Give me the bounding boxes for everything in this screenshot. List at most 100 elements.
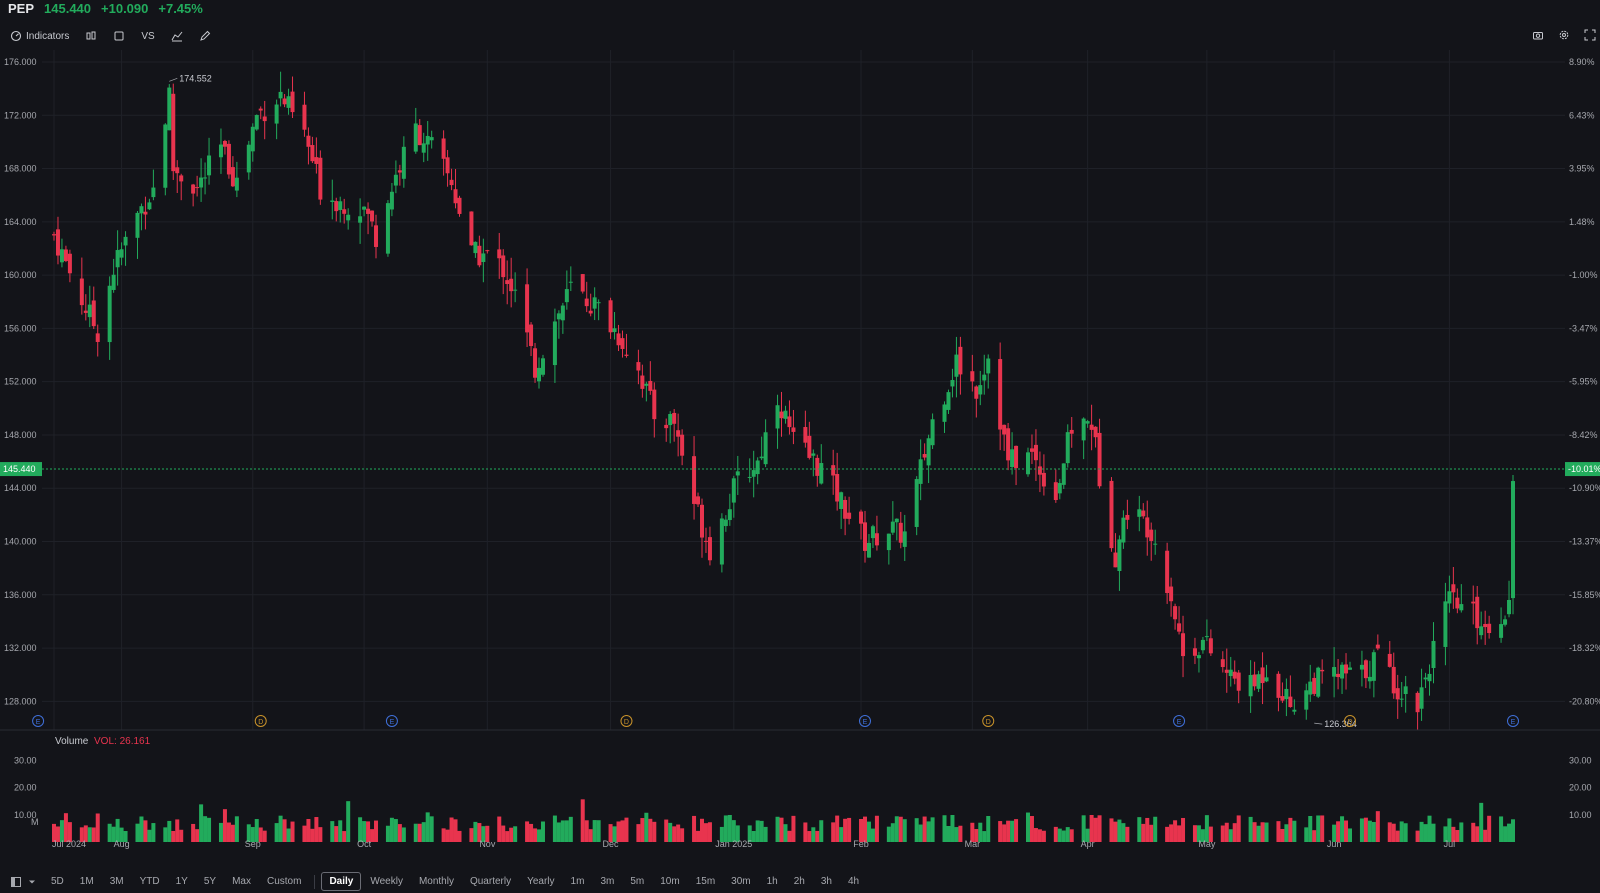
volume-bar — [839, 827, 844, 842]
volume-bar — [1137, 817, 1142, 842]
candle-body — [143, 211, 148, 215]
candle-body — [747, 476, 752, 478]
range-button-1y[interactable]: 1Y — [175, 876, 188, 887]
interval-button-daily[interactable]: Daily — [321, 872, 362, 891]
drawing-button[interactable] — [193, 28, 217, 44]
range-button-3m[interactable]: 3M — [109, 876, 124, 887]
volume-bar — [234, 816, 239, 842]
candle-body — [234, 177, 239, 191]
high-marker: 174.552 — [179, 73, 212, 83]
range-button-max[interactable]: Max — [232, 876, 251, 887]
chart-style-button[interactable] — [165, 28, 189, 44]
candle-body — [735, 471, 740, 476]
volume-bar — [958, 825, 963, 842]
interval-button-weekly[interactable]: Weekly — [370, 876, 403, 887]
interval-button-10m[interactable]: 10m — [660, 876, 680, 887]
volume-bar — [167, 820, 172, 842]
candle-body — [787, 416, 792, 428]
candle-body — [807, 435, 812, 458]
candle-body — [421, 143, 426, 153]
settings-button[interactable] — [1554, 27, 1574, 43]
chart-type-button[interactable] — [79, 28, 103, 44]
event-marker-e — [385, 715, 398, 727]
screenshot-button[interactable] — [1528, 27, 1548, 43]
fullscreen-button[interactable] — [1580, 27, 1600, 43]
candle-body — [1423, 677, 1428, 680]
volume-bar — [1069, 829, 1074, 842]
interval-button-5m[interactable]: 5m — [630, 876, 645, 887]
volume-bar — [870, 828, 875, 842]
candle-body — [1033, 444, 1038, 461]
volume-bar — [1025, 812, 1030, 842]
event-marker-label: E — [390, 719, 395, 726]
volume-bar — [1363, 817, 1368, 842]
candle-body — [1169, 586, 1174, 602]
volume-bar — [135, 823, 140, 842]
volume-bar — [191, 823, 196, 842]
interval-button-monthly[interactable]: Monthly — [418, 876, 454, 887]
candle-body — [1149, 529, 1154, 541]
price-tick-label: 128.000 — [4, 696, 37, 706]
range-button-5y[interactable]: 5Y — [203, 876, 217, 887]
interval-button-2h[interactable]: 2h — [793, 876, 805, 887]
candle-body — [151, 187, 156, 198]
interval-button-quarterly[interactable]: Quarterly — [469, 876, 512, 887]
range-button-1m[interactable]: 1M — [79, 876, 94, 887]
candle-body — [1125, 514, 1130, 520]
volume-tick-label: M — [31, 817, 39, 827]
candle-body — [1224, 669, 1229, 673]
candle-body — [1399, 698, 1404, 700]
volume-bar — [898, 816, 903, 842]
interval-button-3h[interactable]: 3h — [820, 876, 832, 887]
interval-button-15m[interactable]: 15m — [695, 876, 716, 887]
candle-body — [1332, 667, 1337, 677]
candle-body — [1427, 673, 1432, 682]
volume-bar — [950, 815, 955, 842]
annotation-leader — [169, 77, 178, 82]
interval-button-1h[interactable]: 1h — [766, 876, 778, 887]
volume-bar — [1332, 824, 1337, 842]
interval-button-4h[interactable]: 4h — [847, 876, 860, 887]
layout-menu[interactable] — [0, 876, 44, 888]
candle-body — [290, 91, 295, 113]
pct-tick-label: -3.47% — [1569, 323, 1598, 333]
volume-bar — [1371, 822, 1376, 842]
interval-button-3m[interactable]: 3m — [600, 876, 615, 887]
interval-button-30m[interactable]: 30m — [731, 876, 751, 887]
candle-body — [612, 328, 617, 333]
candle-body — [1010, 449, 1015, 468]
volume-bar — [692, 815, 697, 842]
square-icon — [114, 31, 124, 41]
compare-button[interactable]: VS — [135, 29, 160, 44]
pct-tick-label: -10.90% — [1569, 483, 1600, 493]
indicators-button[interactable]: Indicators — [4, 28, 75, 44]
volume-bar — [139, 816, 144, 842]
range-button-5d[interactable]: 5D — [51, 876, 64, 887]
range-button-ytd[interactable]: YTD — [139, 876, 160, 887]
candle-body — [199, 177, 204, 188]
candle-body — [624, 354, 629, 356]
interval-button-yearly[interactable]: Yearly — [527, 876, 555, 887]
volume-bar — [1041, 830, 1046, 842]
range-button-custom[interactable]: Custom — [266, 876, 302, 887]
interval-button-1m[interactable]: 1m — [570, 876, 585, 887]
volume-bar — [457, 830, 462, 842]
volume-bar — [1503, 826, 1508, 842]
volume-bar — [163, 827, 168, 842]
candle-body — [1348, 667, 1353, 670]
candle-body — [397, 170, 402, 173]
volume-bar — [560, 820, 565, 842]
last-price-tag-bg — [0, 462, 42, 477]
candle-body — [1173, 606, 1178, 620]
time-tick-label: Apr — [1081, 839, 1095, 849]
candle-body — [763, 432, 768, 465]
candle-body — [1014, 445, 1019, 469]
candle-body — [1145, 517, 1150, 538]
time-tick-label: Jul 2024 — [52, 839, 86, 849]
volume-bar — [421, 822, 426, 842]
volume-bar — [342, 831, 347, 842]
layout-button[interactable] — [107, 28, 131, 44]
pct-tick-label: -1.00% — [1569, 270, 1598, 280]
volume-bar — [735, 825, 740, 842]
price-chart[interactable]: 145.440 -10.01% 176.000 172.000 168.000 164.… — [0, 50, 1600, 870]
